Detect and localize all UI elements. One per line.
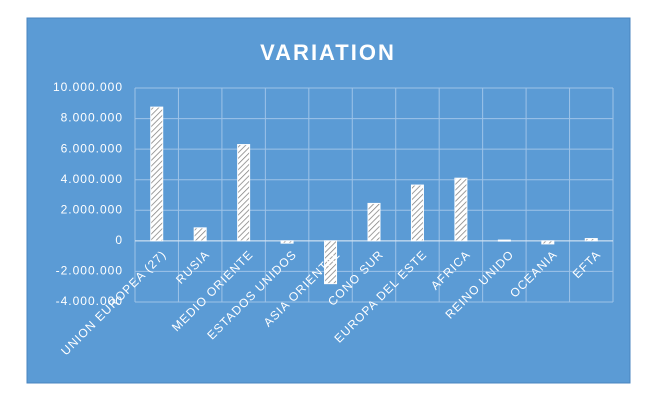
y-tick-label: 6.000.000 xyxy=(61,141,123,155)
y-tick-label: 8.000.000 xyxy=(61,111,123,125)
y-tick-label: 10.000.000 xyxy=(53,80,123,94)
y-tick-label: 0 xyxy=(115,233,123,247)
bar xyxy=(280,240,294,244)
bar xyxy=(237,144,251,242)
bar xyxy=(410,184,424,242)
bar xyxy=(367,202,381,242)
chart-background xyxy=(26,17,631,384)
y-tick-label: -4.000.000 xyxy=(56,294,123,308)
y-tick-label: -2.000.000 xyxy=(56,264,123,278)
bar xyxy=(150,106,164,242)
bar xyxy=(324,240,338,285)
bar xyxy=(497,239,511,242)
y-tick-label: 4.000.000 xyxy=(61,172,123,186)
bar xyxy=(193,227,207,242)
bar xyxy=(454,177,468,242)
y-tick-label: 2.000.000 xyxy=(61,202,123,216)
bar xyxy=(541,240,555,245)
chart-title: VARIATION xyxy=(260,40,396,65)
bar xyxy=(584,238,598,242)
